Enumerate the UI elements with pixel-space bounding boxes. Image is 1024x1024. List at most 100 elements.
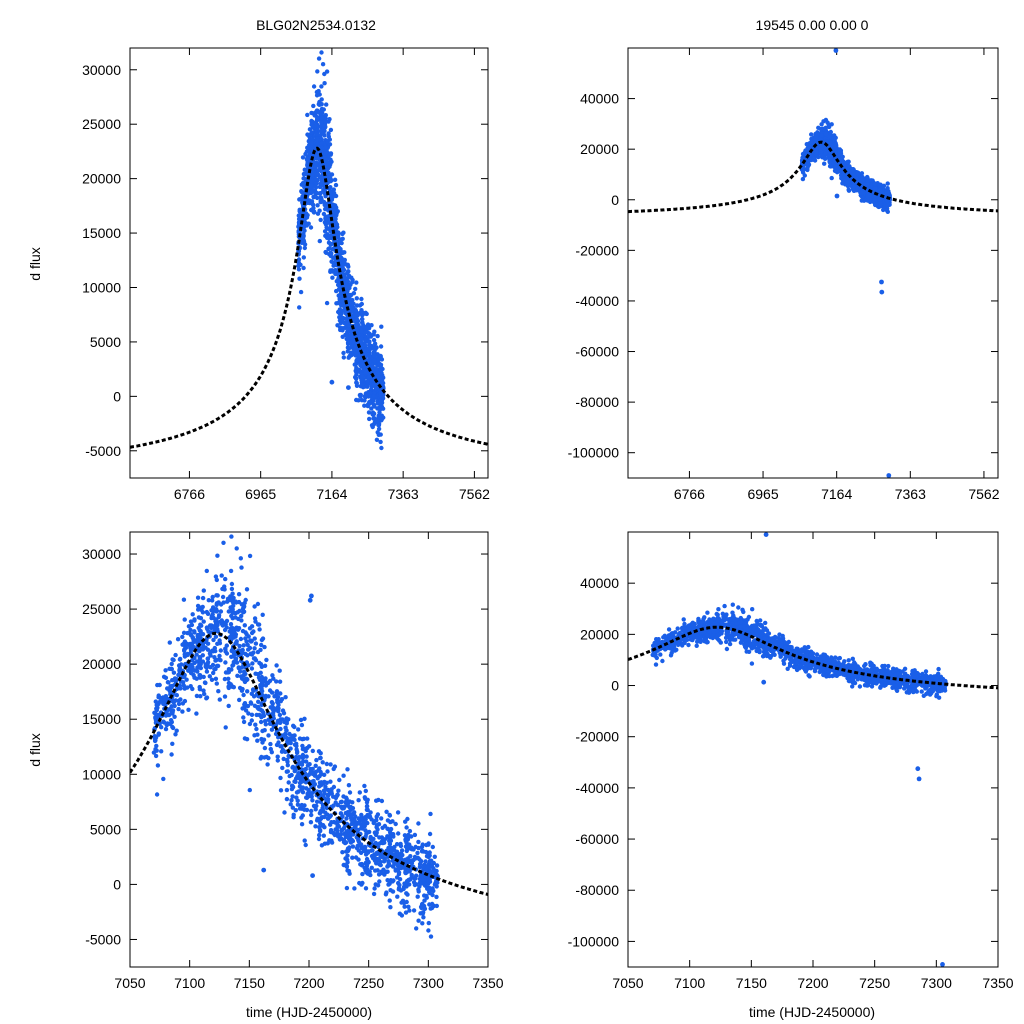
data-point (296, 789, 301, 794)
data-point (831, 136, 836, 141)
xtick-label: 7250 (353, 975, 384, 991)
data-point (365, 322, 371, 327)
data-point (302, 245, 307, 251)
data-point (851, 186, 856, 191)
data-point (328, 268, 333, 273)
data-point (367, 416, 372, 422)
ytick-label: 25000 (82, 601, 121, 617)
data-point (859, 171, 865, 176)
data-point (385, 878, 390, 883)
data-point (297, 276, 302, 281)
data-point (375, 844, 381, 850)
data-point (371, 411, 377, 416)
data-point (339, 240, 344, 246)
data-point (262, 644, 267, 650)
data-point (204, 625, 210, 630)
data-point (855, 171, 860, 176)
data-point (340, 266, 346, 271)
data-point (362, 330, 368, 336)
data-point (809, 132, 814, 137)
data-point (310, 208, 315, 213)
data-point (204, 609, 209, 615)
data-point (297, 754, 302, 760)
data-point (424, 895, 429, 900)
data-point (278, 691, 283, 696)
data-point (201, 588, 206, 593)
data-point (293, 767, 298, 772)
ytick-label: 5000 (90, 334, 121, 350)
data-point (286, 780, 291, 785)
data-point (371, 393, 376, 399)
data-point (353, 361, 359, 367)
xlabel-bottom-left: time (HJD-2450000) (246, 1004, 372, 1020)
data-point (354, 280, 359, 285)
data-point (280, 717, 285, 722)
data-point (238, 636, 244, 642)
data-point (872, 186, 878, 191)
data-point (362, 394, 367, 399)
data-point (366, 358, 371, 363)
data-point (256, 699, 261, 704)
data-point (209, 677, 215, 682)
data-point (872, 197, 878, 202)
data-point (181, 630, 187, 635)
data-point (381, 859, 387, 864)
data-point (296, 213, 301, 218)
data-point (385, 869, 390, 874)
data-point (318, 217, 323, 223)
data-point (427, 858, 433, 864)
data-point (217, 653, 222, 659)
data-point (247, 553, 253, 559)
data-point (877, 197, 882, 202)
data-point (379, 870, 384, 876)
data-point (315, 69, 320, 74)
data-point (325, 139, 330, 144)
data-point (832, 133, 837, 138)
data-point (347, 790, 353, 795)
data-point (399, 848, 405, 853)
data-point (271, 710, 276, 715)
data-point (309, 118, 314, 124)
data-point (201, 688, 206, 693)
data-point (244, 587, 250, 592)
data-point (366, 410, 372, 415)
data-point (201, 674, 206, 680)
data-point (340, 806, 345, 811)
data-point (272, 694, 277, 699)
panel-top-right: 40000200000-20000-40000-60000-80000-1000… (568, 47, 1000, 502)
data-point (375, 333, 380, 339)
data-point (869, 178, 874, 183)
data-point (805, 146, 811, 151)
data-point (171, 670, 177, 675)
data-point (371, 346, 376, 351)
data-point (805, 158, 810, 163)
data-point (174, 693, 179, 698)
data-point (238, 556, 243, 561)
data-point (209, 625, 214, 631)
data-point (374, 825, 379, 830)
data-point (300, 155, 306, 160)
data-point (327, 246, 332, 251)
data-point (819, 133, 824, 138)
data-point (296, 267, 302, 272)
data-point (283, 731, 288, 737)
data-point (339, 836, 344, 841)
data-point (412, 832, 418, 838)
data-point (359, 301, 364, 307)
data-point (327, 142, 333, 147)
data-point (248, 700, 253, 705)
data-point (220, 594, 226, 600)
data-point (319, 145, 325, 151)
data-point (340, 231, 345, 237)
data-point (289, 772, 294, 778)
data-point (814, 150, 819, 155)
data-point (258, 719, 264, 725)
data-point (345, 349, 350, 354)
data-point (283, 695, 288, 700)
data-point (378, 371, 384, 376)
data-point (217, 697, 222, 702)
xtick-label: 7100 (174, 975, 205, 991)
data-point (322, 71, 327, 77)
data-point (284, 721, 289, 726)
data-point (254, 726, 259, 732)
